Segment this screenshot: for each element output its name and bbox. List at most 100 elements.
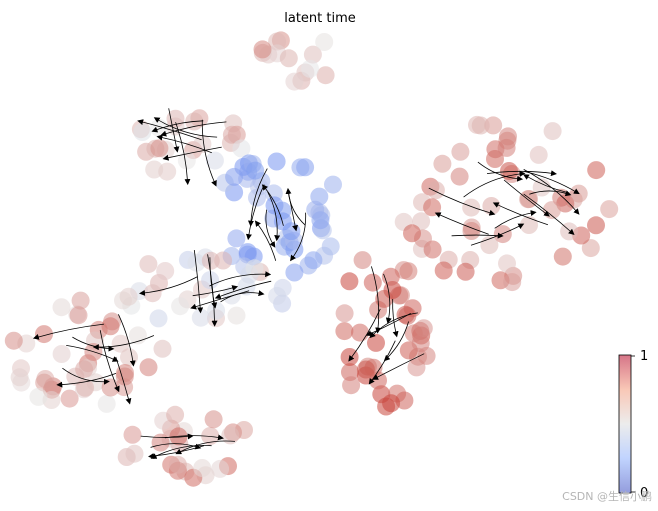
cell-point: [291, 158, 310, 177]
velocity-streamline: [156, 134, 212, 154]
cell-point: [411, 334, 430, 353]
cell-point: [211, 459, 230, 478]
cell-point: [168, 455, 187, 474]
cell-point: [156, 262, 175, 280]
cell-point: [4, 331, 23, 350]
cell-point: [340, 272, 359, 291]
cell-point: [69, 306, 88, 325]
velocity-streamline: [285, 187, 306, 226]
cell-point: [497, 138, 516, 157]
velocity-streamline: [201, 119, 217, 187]
velocity-streamline: [175, 122, 191, 186]
cell-point: [151, 433, 170, 452]
velocity-streamline: [151, 120, 204, 133]
cell-point: [403, 224, 421, 243]
cell-point: [321, 237, 340, 256]
cell-point: [225, 167, 244, 186]
cell-point: [139, 358, 158, 377]
velocity-streamline: [99, 330, 120, 393]
cell-point: [150, 139, 169, 158]
velocity-streamline: [192, 285, 239, 297]
velocity-streamlines: [32, 108, 580, 459]
velocity-streamline: [463, 170, 526, 198]
cell-point: [143, 284, 162, 303]
cell-point: [237, 277, 256, 296]
cell-point: [101, 317, 120, 336]
cell-point: [139, 255, 158, 274]
cell-point: [71, 291, 90, 310]
colorbar-tick-min: 0: [640, 486, 648, 501]
cell-point: [171, 297, 190, 316]
cell-point: [268, 286, 287, 305]
cell-point: [227, 229, 246, 248]
cell-point: [335, 322, 354, 341]
colorbar-tick-max: 1: [640, 349, 648, 364]
velocity-streamline: [290, 212, 307, 262]
cell-point: [482, 197, 501, 215]
velocity-streamline: [265, 209, 276, 248]
cell-point: [115, 367, 134, 386]
velocity-streamline: [369, 312, 418, 339]
cell-point: [227, 306, 246, 325]
velocity-streamline: [247, 168, 268, 227]
cell-point: [245, 259, 264, 278]
velocity-streamline: [214, 280, 272, 300]
velocity-streamline: [175, 440, 236, 455]
velocity-streamline: [160, 121, 227, 137]
velocity-streamline: [56, 373, 117, 388]
velocity-streamline: [492, 202, 549, 226]
velocity-streamline: [383, 273, 392, 324]
cell-point: [193, 135, 212, 153]
velocity-streamline: [503, 179, 550, 217]
cell-point: [29, 387, 48, 406]
velocity-streamline: [193, 250, 204, 314]
velocity-streamline: [115, 356, 132, 405]
cell-point: [587, 216, 605, 235]
velocity-streamline: [523, 174, 568, 193]
cell-point: [60, 389, 79, 408]
colorbar-gradient: [619, 355, 631, 493]
velocity-streamline: [137, 119, 202, 141]
cell-point: [221, 426, 240, 445]
scatter-points: [4, 31, 619, 487]
cell-point: [382, 394, 401, 413]
cell-point: [462, 222, 481, 240]
cell-point: [279, 49, 298, 68]
velocity-streamline: [486, 170, 557, 177]
cell-point: [351, 323, 369, 342]
velocity-streamline: [434, 212, 489, 235]
velocity-streamline: [371, 266, 382, 334]
velocity-streamline: [139, 276, 198, 296]
cell-point: [301, 59, 319, 78]
cell-point: [375, 289, 394, 308]
velocity-streamline: [162, 146, 222, 161]
cell-point: [119, 287, 138, 306]
cell-point: [193, 459, 212, 477]
cell-point: [303, 45, 322, 64]
colorbar: 1 0: [618, 349, 648, 501]
cell-point: [498, 254, 516, 273]
cell-point: [569, 184, 588, 203]
cell-point: [246, 161, 265, 180]
cell-point: [367, 333, 385, 352]
cell-point: [35, 373, 54, 392]
cell-point: [316, 66, 335, 85]
velocity-streamline: [164, 434, 224, 441]
cell-point: [462, 198, 481, 217]
cell-point: [166, 405, 185, 424]
cell-point: [353, 251, 372, 270]
velocity-streamline: [392, 298, 399, 338]
cell-point: [553, 247, 572, 266]
cell-point: [399, 262, 418, 281]
cell-point: [423, 198, 442, 217]
cell-point: [273, 212, 292, 231]
cell-point: [520, 216, 538, 234]
plot-title: latent time: [284, 11, 356, 26]
cell-point: [201, 427, 220, 445]
cell-point: [529, 145, 548, 164]
velocity-streamline: [477, 161, 524, 182]
cell-point: [201, 271, 220, 290]
cell-point: [500, 162, 518, 180]
velocity-streamline: [190, 290, 250, 310]
cell-point: [52, 345, 71, 363]
